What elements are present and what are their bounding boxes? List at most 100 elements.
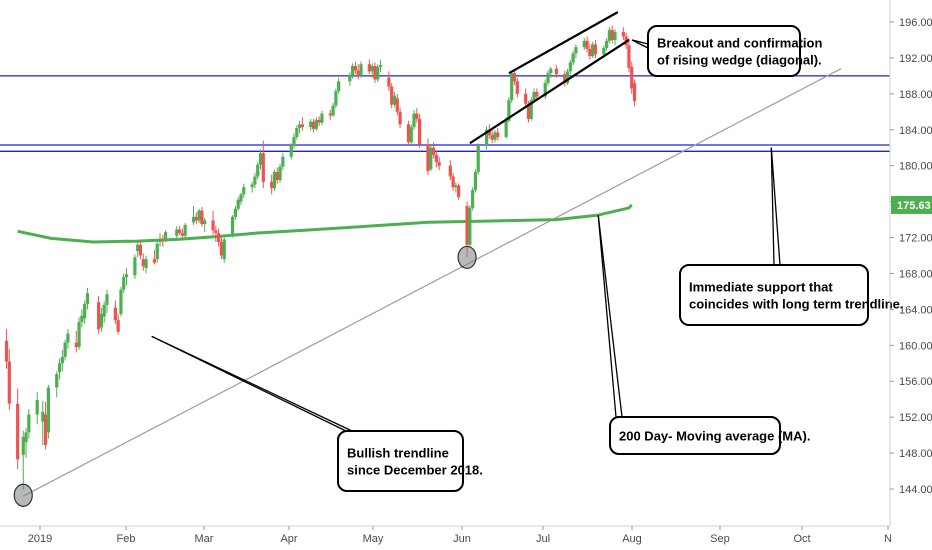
candle-up (60, 349, 64, 372)
candle-down (152, 250, 157, 265)
candle-up (41, 400, 45, 445)
candle-up (63, 339, 67, 361)
candle-up (289, 143, 293, 160)
candle-down (219, 237, 224, 260)
candle-up (278, 163, 282, 183)
candle-up (571, 50, 575, 66)
candle-up (55, 371, 59, 398)
candle-up (392, 92, 397, 108)
candle-up (543, 79, 547, 100)
candle-up (222, 237, 226, 263)
y-tick-label: 156.00 (899, 376, 932, 388)
candle-down (353, 61, 358, 75)
candle-up (83, 300, 87, 324)
candle-down (373, 62, 377, 84)
annotation-box-ma: 200 Day- Moving average (MA). (609, 416, 810, 455)
candle-up (454, 181, 458, 193)
candle-down (451, 172, 455, 191)
candle-down (415, 108, 419, 123)
candle-down (457, 183, 461, 200)
candle-down (610, 25, 614, 44)
candle-down (593, 39, 598, 58)
candle-down (512, 68, 517, 85)
candle-up (613, 29, 617, 46)
candle-up (582, 38, 586, 50)
candle-up (378, 59, 383, 73)
annotation-text: coincides with long term trendline. (689, 297, 904, 312)
candle-down (563, 70, 567, 87)
candle-up (27, 409, 31, 439)
moving-average-line (17, 203, 633, 244)
candle-up (493, 129, 497, 143)
candle-down (387, 71, 391, 92)
candle-up (253, 172, 257, 189)
candle-down (426, 138, 430, 175)
candle-up (258, 149, 263, 170)
highlight-circle (13, 483, 33, 507)
candle-down (632, 79, 637, 107)
candle-up (133, 254, 137, 279)
x-tick-label: Feb (117, 533, 136, 545)
candle-up (242, 183, 246, 199)
candle-down (270, 174, 274, 195)
x-tick-label: Aug (622, 533, 642, 545)
annotation-pointer (770, 147, 775, 266)
candle-up (66, 329, 70, 349)
candle-down (406, 120, 411, 146)
candle-up (46, 384, 50, 439)
candle-up (605, 38, 609, 51)
candle-down (398, 107, 402, 128)
annotation-pointer (770, 147, 781, 266)
candle-down (317, 116, 321, 127)
candle-up (412, 110, 416, 130)
candle-up (203, 217, 207, 233)
candle-down (43, 401, 48, 450)
candle-down (74, 330, 78, 353)
current-price-label: 175.63 (897, 200, 931, 212)
candle-down (138, 241, 143, 260)
candle-up (77, 317, 81, 350)
candle-down (275, 167, 279, 184)
y-tick-label: 164.00 (899, 304, 932, 316)
candle-down (113, 300, 117, 324)
candle-up (429, 145, 433, 172)
candle-down (515, 77, 519, 98)
annotation-pointer (597, 215, 623, 418)
candle-up (35, 392, 39, 425)
candle-up (99, 307, 104, 332)
y-tick-label: 184.00 (899, 125, 932, 137)
candle-up (250, 181, 254, 193)
candle-up (591, 41, 595, 58)
candle-up (468, 205, 472, 247)
candle-up (155, 241, 159, 263)
annotation-box-wedge: Breakout and confirmation of rising wedge… (647, 25, 822, 77)
x-tick-label: N (884, 533, 892, 545)
candle-down (180, 228, 184, 240)
candle-up (122, 273, 126, 294)
candle-down (390, 83, 394, 109)
candle-up (233, 206, 237, 220)
candle-up (191, 206, 196, 225)
x-tick-label: Sep (710, 533, 730, 545)
candle-down (524, 88, 528, 109)
candle-up (546, 70, 550, 86)
y-tick-label: 160.00 (899, 340, 932, 352)
y-tick-label: 144.00 (899, 484, 932, 496)
ma-200-line (17, 203, 633, 244)
annotation-pointer (631, 39, 649, 49)
annotation-text: 200 Day- Moving average (MA). (619, 429, 810, 444)
candle-up (510, 70, 514, 103)
wedge-lower-line (469, 39, 630, 145)
candle-down (630, 61, 634, 94)
candlesticks (4, 25, 637, 490)
candle-up (348, 72, 352, 86)
y-tick-label: 172.00 (899, 233, 932, 245)
candle-up (549, 66, 553, 78)
highlight-circles (13, 245, 477, 507)
candle-down (490, 129, 494, 144)
annotation-text: Immediate support that (689, 280, 833, 295)
candle-down (200, 207, 204, 227)
y-tick-label: 152.00 (899, 412, 932, 424)
